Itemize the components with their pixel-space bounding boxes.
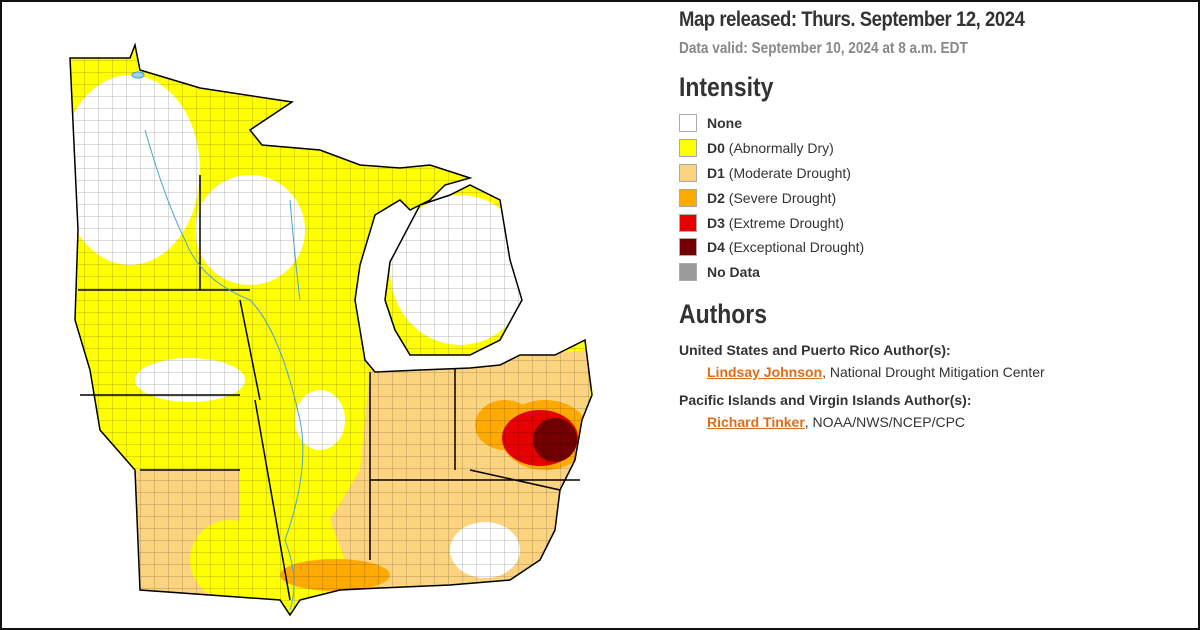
author-heading: United States and Puerto Rico Author(s): xyxy=(679,341,951,358)
state-borders xyxy=(69,42,593,617)
legend-label: (Extreme Drought) xyxy=(728,214,844,231)
legend-swatch xyxy=(679,163,697,182)
authors: United States and Puerto Rico Author(s):… xyxy=(679,342,1179,430)
legend-code: None xyxy=(707,115,742,132)
map-subtitle: Data valid: September 10, 2024 at 8 a.m.… xyxy=(679,40,968,57)
legend-row: D1 (Moderate Drought) xyxy=(679,161,1179,186)
legend-row: None xyxy=(679,111,1179,136)
legend: None D0 (Abnormally Dry) D1 (Moderate Drou… xyxy=(679,111,1179,285)
drought-map xyxy=(69,42,593,617)
legend-swatch xyxy=(679,139,697,158)
legend-code: D4 xyxy=(707,239,725,256)
legend-code: No Data xyxy=(707,264,760,281)
legend-row: D3 (Extreme Drought) xyxy=(679,210,1179,235)
legend-label: (Exceptional Drought) xyxy=(728,239,865,256)
author-link[interactable]: Lindsay Johnson xyxy=(707,363,823,380)
legend-row: D0 (Abnormally Dry) xyxy=(679,136,1179,161)
legend-row: D2 (Severe Drought) xyxy=(679,185,1179,210)
author-affiliation: , National Drought Mitigation Center xyxy=(822,363,1045,380)
legend-code: D2 xyxy=(707,189,725,206)
author-line: Richard Tinker, NOAA/NWS/NCEP/CPC xyxy=(707,414,1179,430)
legend-swatch xyxy=(679,213,697,232)
legend-row: D4 (Exceptional Drought) xyxy=(679,235,1179,260)
author-affiliation: , NOAA/NWS/NCEP/CPC xyxy=(804,413,966,430)
legend-label: (Abnormally Dry) xyxy=(728,140,834,157)
legend-code: D3 xyxy=(707,214,725,231)
map-title: Map released: Thurs. September 12, 2024 xyxy=(679,8,1025,31)
legend-code: D0 xyxy=(707,140,725,157)
legend-code: D1 xyxy=(707,164,725,181)
legend-swatch xyxy=(679,114,697,133)
authors-title: Authors xyxy=(679,298,767,329)
land xyxy=(70,45,592,615)
legend-swatch xyxy=(679,188,697,207)
water xyxy=(131,71,304,611)
legend-swatch xyxy=(679,238,697,257)
legend-swatch xyxy=(679,263,697,282)
info-panel: Map released: Thurs. September 12, 2024 … xyxy=(679,8,1179,430)
author-line: Lindsay Johnson, National Drought Mitiga… xyxy=(707,364,1179,380)
legend-label: (Moderate Drought) xyxy=(728,164,851,181)
author-heading: Pacific Islands and Virgin Islands Autho… xyxy=(679,391,972,408)
legend-row: No Data xyxy=(679,260,1179,285)
legend-title: Intensity xyxy=(679,72,774,102)
legend-label: (Severe Drought) xyxy=(728,189,837,206)
author-link[interactable]: Richard Tinker xyxy=(707,413,805,430)
